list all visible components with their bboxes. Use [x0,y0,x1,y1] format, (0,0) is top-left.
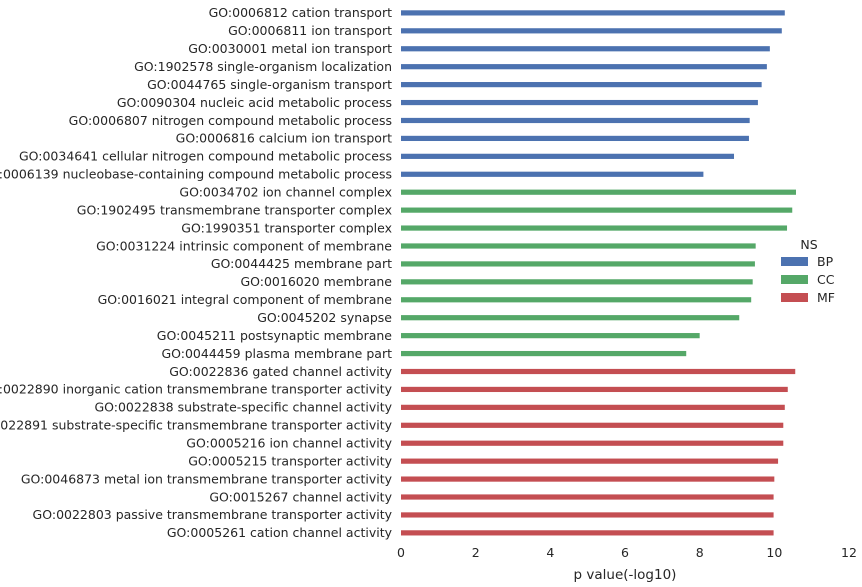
bar-bp [401,117,750,124]
category-label: GO:0034641 cellular nitrogen compound me… [19,149,392,164]
category-label: GO:0006139 nucleobase-containing compoun… [0,167,392,182]
bar-bp [401,153,735,159]
category-label: GO:0006811 ion transport [228,23,392,38]
x-tick-label: 10 [766,545,782,560]
bar-bp [401,10,785,16]
bar-bp [401,99,758,106]
x-tick-label: 0 [397,545,405,560]
category-label: GO:0034702 ion channel complex [179,185,392,200]
category-label: GO:0090304 nucleic acid metabolic proces… [117,95,392,110]
x-tick-label: 6 [621,545,629,560]
x-axis-ticks-group: 0 2 4 6 8 10 12 [397,545,857,560]
bar-mf [401,458,779,464]
x-axis-title: p value(-log10) [574,567,677,583]
bar-cc [401,225,788,231]
bar-bp [401,28,782,34]
bar-mf [401,512,774,518]
legend-swatch-cc [781,275,808,284]
bar-cc [401,333,700,339]
x-tick-label: 12 [841,545,857,560]
category-label: GO:0046873 metal ion transmembrane trans… [21,471,393,486]
category-label: GO:0022838 substrate-specific channel ac… [94,400,392,415]
legend-label-bp: BP [817,254,834,269]
legend-entries-group: BP CC MF [781,254,835,305]
category-label: GO:1902495 transmembrane transporter com… [77,202,392,217]
category-label: GO:0045211 postsynaptic membrane [157,328,393,343]
category-label: GO:0044765 single-organism transport [147,77,392,92]
legend-title: NS [800,237,817,252]
bar-cc [401,279,753,285]
category-label: GO:1902578 single-organism localization [134,59,392,74]
category-label: GO:0022836 gated channel activity [169,364,392,379]
bar-bp [401,64,767,70]
bar-cc [401,189,796,195]
bars-group [401,10,796,536]
x-tick-label: 4 [546,545,554,560]
bar-cc [401,207,793,213]
category-label: GO:0022891 substrate-specific transmembr… [0,418,393,433]
bar-mf [401,368,796,375]
category-label: GO:0022803 passive transmembrane transpo… [33,507,393,522]
bar-cc [401,243,756,249]
category-label: GO:0031224 intrinsic component of membra… [96,238,392,253]
legend-swatch-bp [781,257,808,266]
category-label: GO:0005261 cation channel activity [167,525,393,540]
bar-mf [401,422,784,428]
category-label: GO:0016020 membrane [240,274,392,289]
bar-cc [401,315,740,321]
legend-label-cc: CC [817,272,835,287]
category-label: GO:0045202 synapse [257,310,392,325]
bar-bp [401,171,704,177]
category-label: GO:0006816 calcium ion transport [176,131,392,146]
x-tick-label: 2 [472,545,480,560]
bar-mf [401,530,774,536]
category-label: GO:0006812 cation transport [209,5,392,20]
bar-cc [401,297,752,303]
bar-cc [401,261,755,267]
x-tick-label: 8 [696,545,704,560]
category-label: GO:0005216 ion channel activity [186,436,392,451]
category-labels-group: GO:0006812 cation transport GO:0006811 io… [0,5,393,540]
bar-mf [401,404,785,410]
category-label: GO:0022890 inorganic cation transmembran… [0,382,393,397]
bar-bp [401,46,770,52]
bar-bp [401,82,762,88]
category-label: GO:0044459 plasma membrane part [161,346,392,361]
category-label: GO:0005215 transporter activity [188,453,392,468]
bar-mf [401,440,784,446]
bar-cc [401,350,687,357]
bar-mf [401,476,775,482]
category-label: GO:1990351 transporter complex [181,220,392,235]
legend-label-mf: MF [817,290,835,305]
legend: NS BP CC MF [781,237,835,305]
bar-bp [401,135,749,142]
category-label: GO:0044425 membrane part [211,256,392,271]
category-label: GO:0030001 metal ion transport [188,41,392,56]
legend-swatch-mf [781,293,808,302]
bar-mf [401,494,774,500]
category-label: GO:0006807 nitrogen compound metabolic p… [69,113,392,128]
category-label: GO:0016021 integral component of membran… [98,292,393,307]
bar-mf [401,386,788,393]
category-label: GO:0015267 channel activity [209,489,392,504]
